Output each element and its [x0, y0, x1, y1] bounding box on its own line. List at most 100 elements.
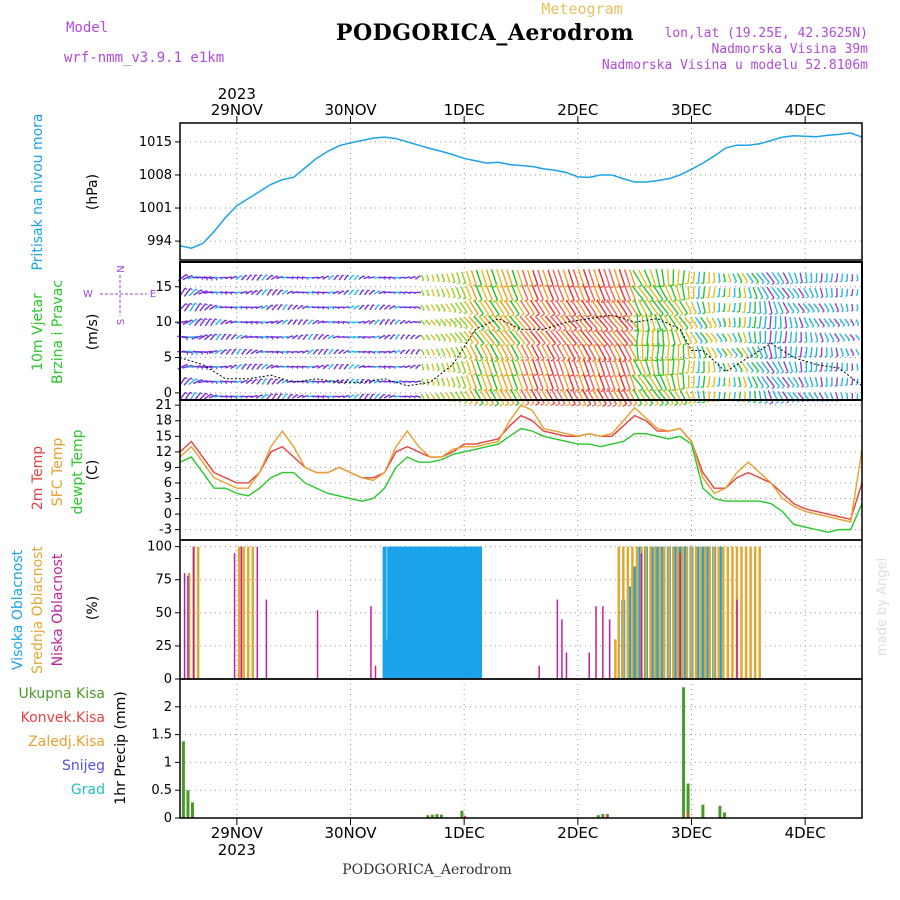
wind-arrow-head [691, 357, 696, 359]
wind-arrow [824, 332, 830, 342]
wind-arrow [255, 394, 263, 399]
y-tick-label: 12 [155, 445, 172, 460]
wind-arrow [490, 284, 499, 301]
wind-arrow-head [433, 324, 436, 327]
wind-arrow [473, 300, 484, 315]
wind-arrow [521, 284, 529, 300]
wind-arrow [552, 269, 559, 286]
wind-arrow-head [185, 376, 188, 380]
mid-cloud-bar [614, 639, 617, 679]
mid-cloud-bar [744, 546, 748, 679]
wind-arrow [793, 272, 799, 283]
wind-arrow-head [591, 403, 597, 407]
wind-arrow-head [362, 378, 365, 381]
wind-arrow [851, 289, 854, 296]
wind-arrow-head [627, 403, 632, 407]
wind-arrow [766, 360, 775, 373]
wind-arrow-head [754, 386, 758, 389]
wind-arrow [774, 330, 778, 344]
wind-arrow-head [644, 387, 649, 392]
wind-arrow-head [805, 385, 809, 388]
wind-arrow [307, 333, 313, 341]
wind-arrow [651, 343, 655, 361]
wind-arrow [510, 344, 520, 360]
wind-arrow-head [528, 373, 533, 376]
wind-arrow-head [454, 340, 457, 343]
wind-arrow [399, 291, 406, 294]
wind-arrow [193, 379, 203, 385]
wind-arrow-head [437, 369, 440, 372]
wind-arrow [550, 300, 561, 315]
wind-arrow [446, 362, 451, 372]
wind-arrow [526, 269, 534, 286]
wind-arrow [266, 393, 273, 400]
wind-arrow [706, 346, 713, 357]
x-tick-label-bottom: 1DEC [444, 824, 485, 842]
wind-arrow-head [240, 334, 243, 337]
wind-arrow [445, 392, 451, 401]
wind-arrow [451, 272, 456, 283]
wind-arrow [856, 378, 859, 385]
wind-arrow-head [764, 357, 768, 360]
y-tick-label: 1 [164, 755, 172, 770]
wind-arrow [799, 272, 803, 283]
high-cloud-side-label: Visoka Oblacnost [10, 549, 26, 670]
wind-arrow [598, 268, 606, 287]
wind-arrow [829, 303, 835, 312]
wind-arrow [840, 303, 844, 312]
wind-arrow-head [523, 388, 528, 391]
wind-arrow [782, 301, 790, 313]
x-tick-label-bottom: 30NOV [324, 824, 377, 842]
wind-arrow-head [342, 349, 345, 352]
wind-arrow [501, 358, 509, 376]
wind-arrow [506, 269, 513, 286]
wind-arrow [460, 360, 467, 373]
wind-arrow-head [250, 379, 253, 382]
wind-arrow-head [587, 314, 592, 318]
wind-arrow [525, 344, 535, 360]
wind-arrow-head [531, 342, 536, 347]
y-tick-label: 6 [164, 476, 172, 491]
wind-arrow [587, 373, 596, 391]
wind-arrow [317, 320, 324, 325]
wind-arrow-head [291, 290, 294, 293]
wind-arrow [503, 315, 516, 329]
wind-arrow [266, 378, 272, 385]
wind-arrow [256, 274, 262, 281]
wind-arrow [431, 378, 435, 385]
wind-arrow [825, 273, 828, 283]
wind-arrow [649, 269, 657, 287]
wind-arrow [752, 286, 758, 298]
wind-arrow [240, 274, 247, 281]
wind-arrow [692, 271, 696, 284]
wind-arrow [637, 269, 648, 286]
wind-arrow-head [332, 348, 334, 351]
wind-arrow [431, 289, 435, 296]
wind-arrow [311, 291, 319, 294]
wind-arrow-head [561, 403, 566, 407]
wind-arrow [441, 273, 446, 282]
wind-arrow [793, 316, 799, 328]
wind-arrow [198, 392, 207, 401]
wind-arrow [292, 394, 298, 399]
wind-arrow [628, 358, 636, 376]
wind-arrow [820, 273, 823, 283]
wind-arrow-head [438, 324, 441, 327]
wind-arrow [727, 362, 732, 371]
wind-arrow-head [367, 304, 370, 307]
wind-arrow-head [852, 339, 855, 342]
wind-arrow [209, 304, 217, 310]
wind-arrow [856, 289, 859, 296]
wind-arrow [621, 329, 634, 345]
wind-arrow-head [627, 359, 632, 363]
total-precip-bar [686, 783, 690, 818]
wind-arrow-head [367, 289, 370, 292]
wind-arrow [251, 274, 257, 281]
wind-arrow [718, 287, 721, 297]
wind-arrow [562, 358, 570, 375]
wind-arrow [743, 287, 747, 298]
wind-arrow [256, 289, 262, 296]
wind-arrow [516, 359, 524, 375]
wind-arrow-head [566, 403, 571, 407]
wind-arrow-head [659, 402, 664, 407]
